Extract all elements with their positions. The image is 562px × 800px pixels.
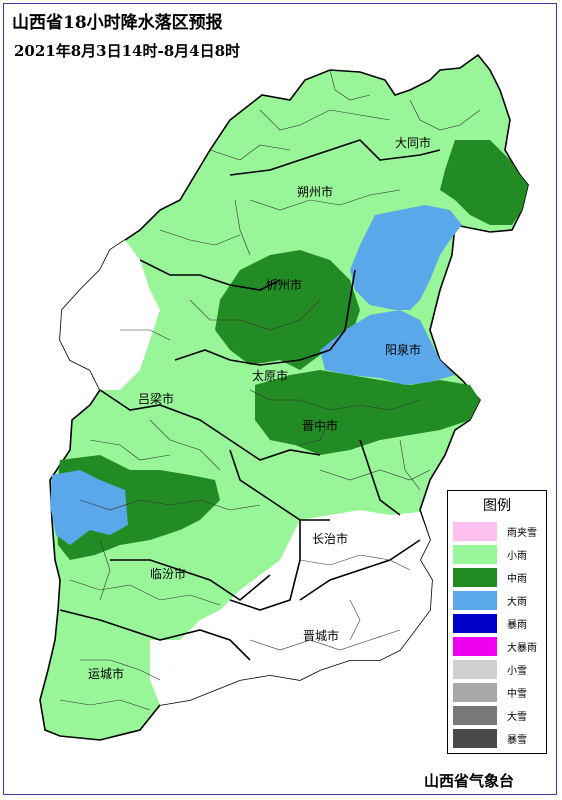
- legend-swatch: [453, 729, 497, 748]
- county-boundaries: [59, 69, 481, 711]
- moderate-rain-northeast: [440, 140, 528, 225]
- page-title: 山西省18小时降水落区预报: [12, 13, 223, 33]
- map-frame: [3, 3, 557, 795]
- legend-swatch: [453, 706, 497, 725]
- city-label: 大同市: [395, 135, 431, 150]
- heavy-rain-northeast: [350, 205, 462, 310]
- city-label: 太原市: [252, 368, 288, 383]
- legend-item: 暴雪: [451, 728, 545, 748]
- city-label: 阳泉市: [385, 342, 421, 357]
- city-labels: 大同市 朔州市 忻州市 阳泉市 太原市 吕梁市 晋中市 长治市 临汾市 晋城市 …: [88, 135, 431, 681]
- city-label: 晋中市: [302, 418, 338, 433]
- legend-swatch: [453, 660, 497, 679]
- no-rain-southeast: [175, 510, 432, 700]
- no-rain-southwest-pocket: [150, 640, 190, 705]
- legend-label: 雨夹雪: [507, 528, 537, 539]
- legend-item: 小雪: [451, 659, 545, 679]
- legend-swatch: [453, 637, 497, 656]
- legend-label: 大暴雨: [507, 643, 537, 654]
- city-label: 晋城市: [303, 628, 339, 643]
- legend: 图例 雨夹雪 小雨 中雨 大雨 暴雨 大暴雨 小雪 中雪 大雪 暴雪: [447, 490, 547, 754]
- heavy-rain-west: [50, 470, 128, 545]
- no-rain-northwest: [60, 240, 160, 390]
- legend-item: 大雨: [451, 590, 545, 610]
- prefecture-boundaries: [59, 139, 441, 661]
- legend-item: 雨夹雪: [451, 521, 545, 541]
- legend-item: 暴雨: [451, 613, 545, 633]
- legend-swatch: [453, 522, 497, 541]
- heavy-rain-yangquan: [320, 310, 455, 385]
- legend-label: 中雨: [507, 574, 527, 585]
- legend-label: 小雪: [507, 666, 527, 677]
- legend-swatch: [453, 568, 497, 587]
- moderate-rain-central: [215, 250, 360, 370]
- city-label: 吕梁市: [138, 391, 174, 406]
- legend-label: 大雪: [507, 712, 527, 723]
- legend-label: 暴雨: [507, 620, 527, 631]
- city-label: 临汾市: [150, 566, 186, 581]
- legend-swatch: [453, 683, 497, 702]
- city-label: 忻州市: [266, 277, 302, 292]
- legend-item: 大暴雨: [451, 636, 545, 656]
- legend-swatch: [453, 614, 497, 633]
- city-label: 长治市: [312, 531, 348, 546]
- legend-label: 大雨: [507, 597, 527, 608]
- moderate-rain-jinzhong: [255, 370, 480, 455]
- legend-item: 大雪: [451, 705, 545, 725]
- legend-item: 小雨: [451, 544, 545, 564]
- legend-label: 中雪: [507, 689, 527, 700]
- city-label: 运城市: [88, 666, 124, 681]
- legend-swatch: [453, 545, 497, 564]
- city-label: 朔州市: [297, 184, 333, 199]
- issuer-credit: 山西省气象台: [424, 772, 515, 790]
- legend-item: 中雪: [451, 682, 545, 702]
- legend-item: 中雨: [451, 567, 545, 587]
- legend-label: 暴雪: [507, 735, 527, 746]
- legend-label: 小雨: [507, 551, 527, 562]
- legend-title: 图例: [483, 498, 511, 514]
- legend-swatch: [453, 591, 497, 610]
- forecast-period: 2021年8月3日14时-8月4日8时: [14, 42, 241, 60]
